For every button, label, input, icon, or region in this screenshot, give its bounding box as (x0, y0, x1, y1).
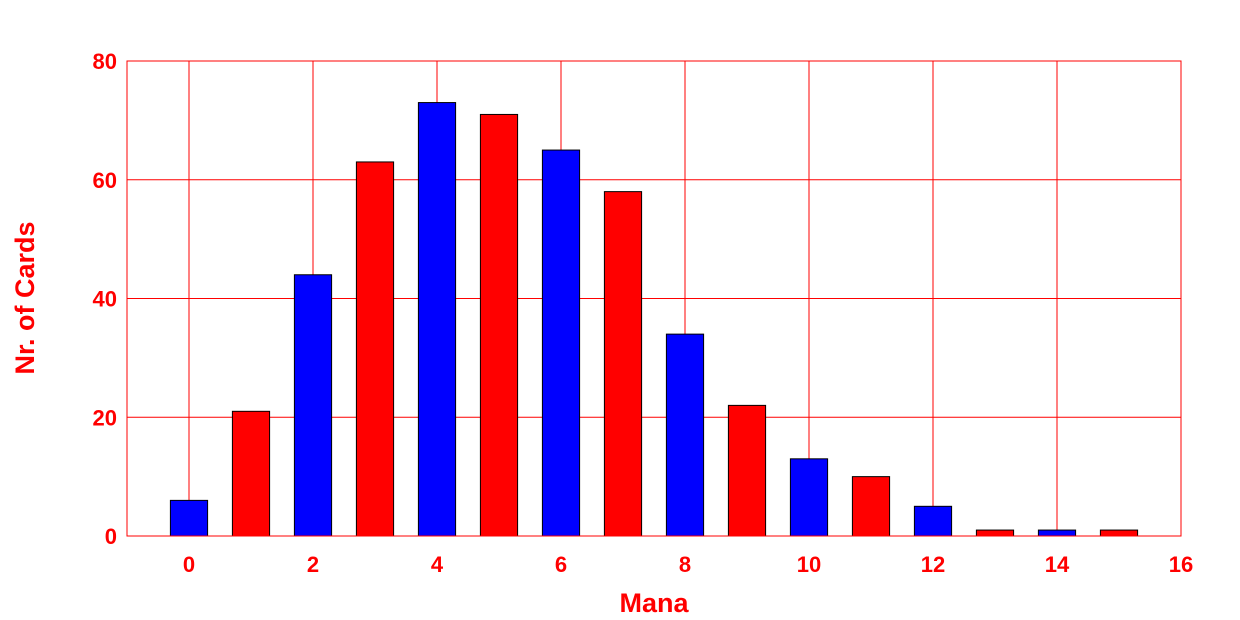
bar-mana-9 (727, 404, 767, 537)
y-tick-label-40: 40 (93, 287, 117, 312)
bars (169, 102, 1139, 537)
bar-mana-5 (479, 113, 519, 537)
x-tick-label-6: 6 (555, 552, 567, 577)
x-tick-label-2: 2 (307, 552, 319, 577)
bar-mana-6 (541, 149, 581, 537)
bar-mana-10 (789, 458, 829, 537)
x-tick-label-14: 14 (1045, 552, 1070, 577)
bar-mana-13 (975, 529, 1015, 537)
x-axis-title: Mana (619, 588, 689, 618)
tick-labels: 0 2 4 6 8 10 12 14 16 0 20 40 60 80 (93, 49, 1194, 577)
bar-mana-0 (169, 499, 209, 537)
x-tick-label-0: 0 (183, 552, 195, 577)
axes-box (126, 60, 1182, 537)
bar-mana-11 (851, 476, 891, 537)
bar-mana-4 (417, 102, 457, 537)
bar-mana-8 (665, 333, 705, 537)
grid-lines (127, 60, 1182, 537)
bar-mana-7 (603, 191, 643, 537)
bar-mana-12 (913, 505, 953, 537)
bar-mana-1 (231, 410, 271, 537)
bar-mana-14 (1037, 529, 1077, 537)
bar-mana-3 (355, 161, 395, 537)
y-tick-label-80: 80 (93, 49, 117, 74)
bar-mana-15 (1099, 529, 1139, 537)
x-tick-label-12: 12 (921, 552, 945, 577)
x-tick-label-10: 10 (797, 552, 821, 577)
y-tick-label-0: 0 (105, 524, 117, 549)
y-tick-label-60: 60 (93, 168, 117, 193)
y-tick-label-20: 20 (93, 405, 117, 430)
plot-frame (126, 60, 1182, 537)
y-axis-title: Nr. of Cards (10, 221, 40, 374)
bar-mana-2 (293, 274, 333, 537)
x-tick-label-16: 16 (1169, 552, 1193, 577)
x-tick-label-4: 4 (431, 552, 444, 577)
x-tick-label-8: 8 (679, 552, 691, 577)
